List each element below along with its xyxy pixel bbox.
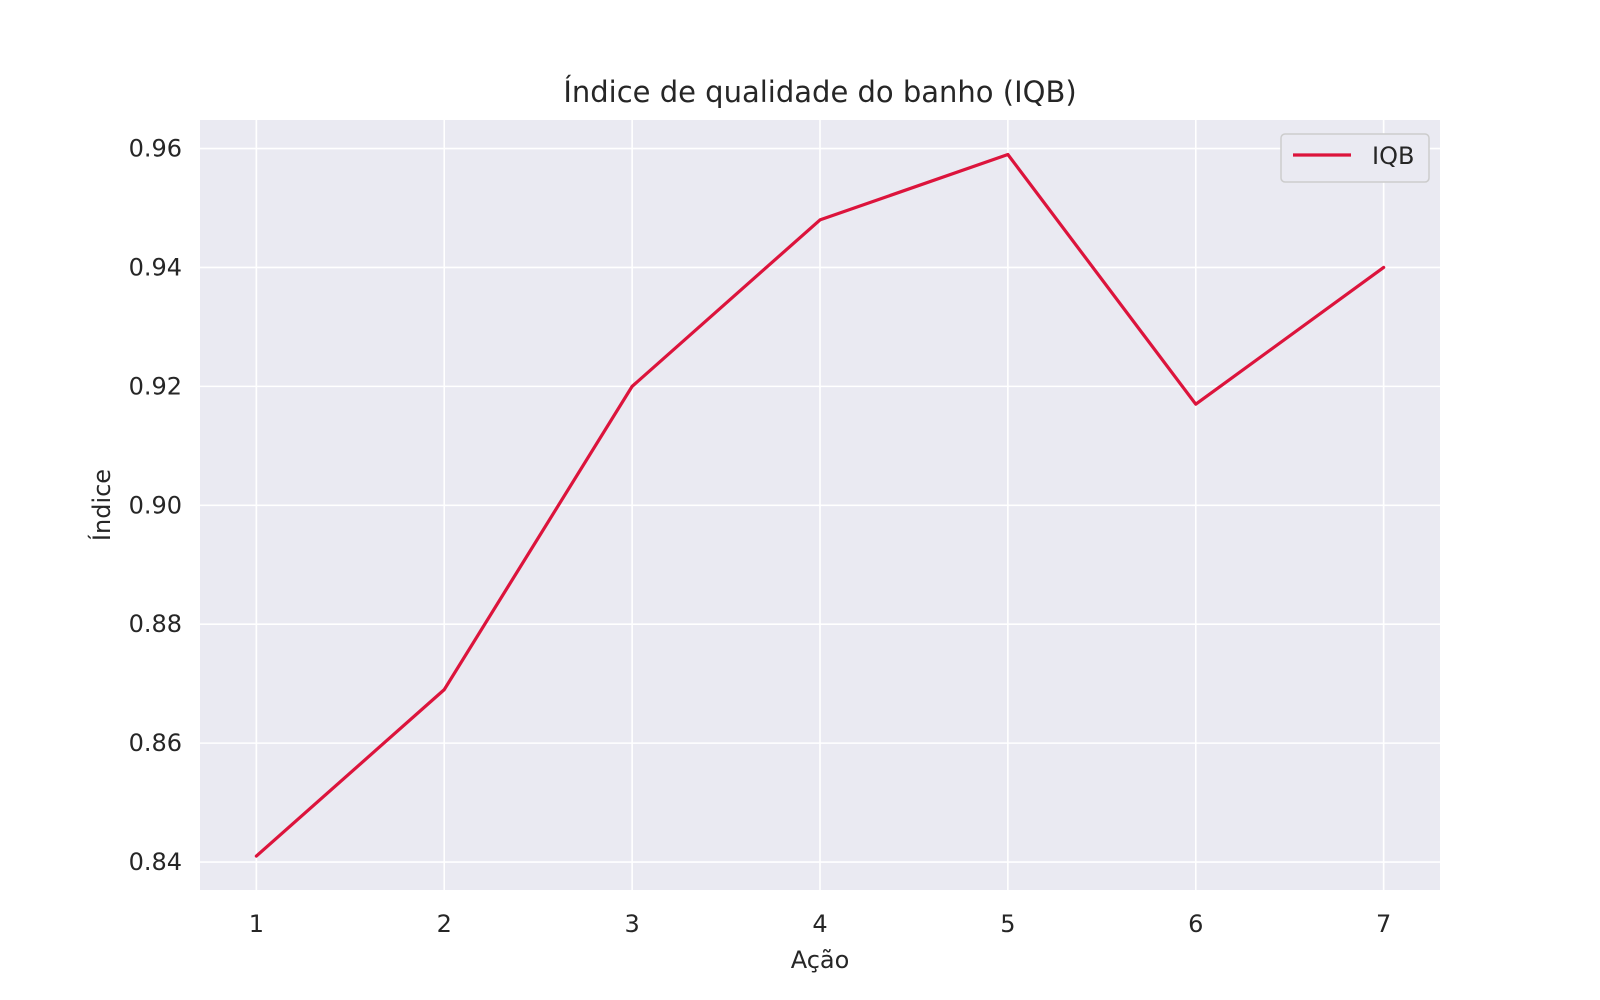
chart-title: Índice de qualidade do banho (IQB) [563,75,1076,109]
series-layer [254,152,1386,858]
legend-box [1280,133,1430,183]
legend-label-iqb: IQB [1372,142,1414,170]
y-tick-label: 0.84 [129,848,182,876]
y-tick-label: 0.92 [129,372,182,400]
series-line-iqb [254,152,1386,858]
grid-lines [200,120,1440,890]
y-tick-label: 0.96 [129,135,182,163]
y-tick-label: 0.86 [129,729,182,757]
x-tick-label: 3 [624,910,639,938]
y-axis-label: Índice [87,469,116,541]
y-tick-label: 0.90 [129,491,182,519]
x-tick-label: 6 [1188,910,1203,938]
x-tick-label: 7 [1376,910,1391,938]
x-tick-label: 1 [249,910,264,938]
x-tick-labels: 1 2 3 4 5 6 7 [249,910,1392,938]
x-tick-label: 5 [1000,910,1015,938]
x-axis-label: Ação [791,946,850,974]
x-tick-label: 2 [437,910,452,938]
y-tick-labels: 0.84 0.86 0.88 0.90 0.92 0.94 0.96 [129,135,182,877]
y-tick-label: 0.88 [129,610,182,638]
y-tick-label: 0.94 [129,253,182,281]
x-tick-label: 4 [812,910,827,938]
legend: IQB [1280,133,1430,183]
